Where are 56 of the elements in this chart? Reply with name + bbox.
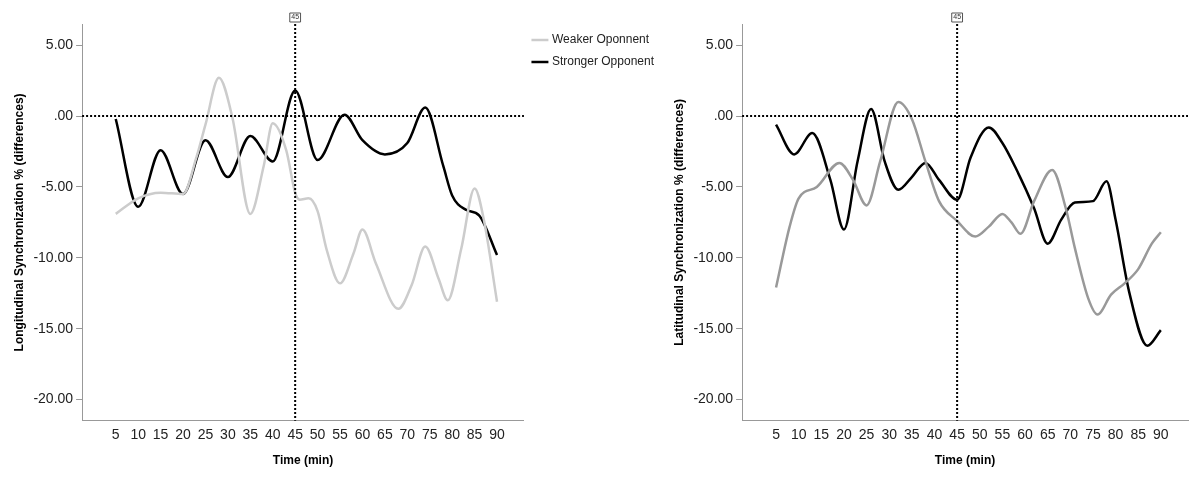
y-tick-label: -20.00 [693,390,734,407]
x-tick-label: 50 [971,426,988,443]
x-axis-title: Time (min) [934,453,996,468]
x-tick-label: 65 [377,426,393,443]
y-axis-title: Longitudinal Synchronization % (differences) [11,93,26,352]
x-tick-label: 40 [926,426,943,443]
x-tick-label: 80 [1107,426,1124,443]
y-tick-label: -15.00 [693,319,734,336]
y-tick-label: -15.00 [33,319,74,336]
y-tick-label: -5.00 [41,177,74,194]
y-tick-label: -5.00 [701,177,734,194]
y-tick-label: .00 [713,106,734,123]
line-series [114,76,499,311]
x-tick-label: 50 [309,426,326,443]
line-series [774,100,1163,316]
x-tick-label: 40 [264,426,281,443]
y-tick-label: 5.00 [705,36,734,53]
x-tick-label: 5 [772,426,781,443]
x-tick-label: 65 [1039,426,1056,443]
x-tick-label: 15 [813,426,830,443]
x-tick-label: 35 [242,426,259,443]
x-tick-label: 45 [287,426,304,443]
x-tick-label: 75 [421,426,438,443]
x-tick-label: 60 [1017,426,1034,443]
x-tick-label: 10 [790,426,807,443]
x-tick-label: 75 [1085,426,1101,443]
x-axis-title: Time (min) [272,453,334,468]
x-tick-label: 90 [1153,426,1169,443]
x-tick-label: 90 [489,426,506,443]
x-tick-label: 5 [111,426,120,443]
x-tick-label: 55 [994,426,1011,443]
x-tick-label: 85 [1130,426,1147,443]
y-axis-title: Latitudinal Synchronization % (differences) [671,99,686,346]
y-tick-label: -20.00 [33,390,74,407]
x-tick-label: 30 [220,426,236,443]
x-tick-label: 10 [130,426,147,443]
x-tick-label: 80 [444,426,461,443]
x-tick-label: 35 [904,426,920,443]
x-tick-label: 25 [197,426,214,443]
y-tick-label: -10.00 [693,248,734,265]
x-tick-label: 30 [881,426,898,443]
x-tick-label: 70 [399,426,416,443]
legend-label: Weaker Oponnent [551,32,650,47]
y-tick-label: .00 [53,106,74,123]
y-tick-label: -10.00 [33,248,74,265]
x-tick-label: 55 [332,426,349,443]
y-tick-label: 5.00 [45,36,74,53]
x-tick-label: 15 [152,426,169,443]
x-tick-label: 70 [1062,426,1079,443]
x-tick-label: 25 [858,426,875,443]
x-tick-label: 45 [949,426,966,443]
legend-label: Stronger Opponent [551,54,655,69]
x-tick-label: 60 [354,426,371,443]
x-tick-label: 20 [175,426,192,443]
x-tick-label: 85 [466,426,483,443]
x-tick-label: 20 [836,426,852,443]
